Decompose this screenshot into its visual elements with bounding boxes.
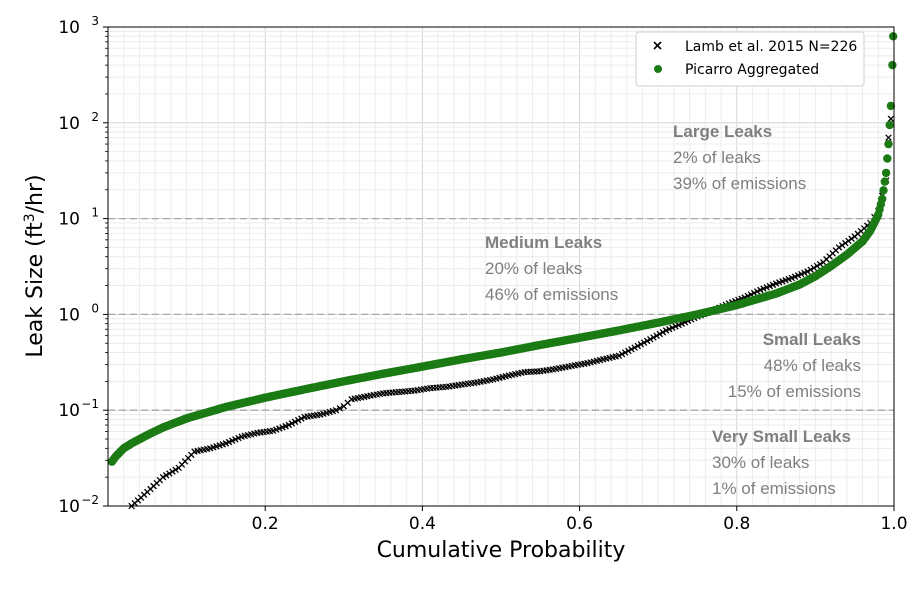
legend-box	[635, 31, 865, 87]
lamb-point	[169, 468, 176, 475]
svg-text:39% of emissions: 39% of emissions	[673, 174, 806, 193]
lamb-point	[659, 328, 667, 336]
lamb-point	[810, 264, 818, 272]
lamb-point	[162, 472, 170, 479]
svg-text:1% of emissions: 1% of emissions	[712, 479, 836, 498]
annotation-large-leaks: Large Leaks 2% of leaks 39% of emissions	[673, 122, 806, 193]
y-tick-exponent: 1	[91, 206, 99, 220]
lamb-point	[294, 416, 302, 424]
lamb-point	[159, 473, 167, 481]
lamb-point	[887, 115, 895, 123]
y-tick-label: 10	[58, 18, 80, 38]
lamb-point	[172, 466, 179, 473]
lamb-point	[166, 470, 173, 477]
lamb-point	[643, 337, 651, 345]
y-tick-exponent: −1	[81, 397, 99, 411]
svg-text:Very Small Leaks: Very Small Leaks	[712, 427, 851, 446]
svg-text:15% of emissions: 15% of emissions	[728, 382, 861, 401]
picarro-point	[883, 154, 892, 163]
svg-text:Medium Leaks: Medium Leaks	[485, 233, 602, 252]
picarro-point	[884, 139, 893, 149]
lamb-point	[640, 339, 648, 346]
y-tick-label: 10	[58, 210, 80, 230]
y-tick-label: 10	[58, 401, 80, 421]
picarro-point	[885, 120, 894, 130]
grid-lines	[108, 27, 894, 506]
y-tick-label: 10	[58, 305, 80, 325]
lamb-point	[615, 352, 623, 360]
lamb-point	[621, 349, 629, 356]
legend: Lamb et al. 2015 N=226 Picarro Aggregate…	[635, 31, 865, 87]
lamb-point	[813, 262, 821, 270]
threshold-lines	[108, 217, 894, 411]
svg-text:Small Leaks: Small Leaks	[763, 330, 861, 349]
lamb-point	[291, 418, 299, 426]
lamb-point	[653, 332, 660, 340]
lamb-point	[750, 289, 758, 297]
lamb-point	[835, 244, 843, 251]
picarro-point	[879, 186, 888, 195]
picarro-point	[880, 177, 889, 186]
picarro-point	[889, 32, 898, 41]
x-tick-label: 0.6	[566, 514, 593, 534]
lamb-point	[842, 239, 849, 247]
svg-text:48% of leaks: 48% of leaks	[764, 356, 861, 375]
lamb-point	[634, 342, 642, 350]
lamb-point	[625, 347, 632, 355]
lamb-point	[753, 288, 761, 295]
plot-frame	[107, 26, 895, 507]
lamb-point	[838, 241, 846, 249]
svg-text:2% of leaks: 2% of leaks	[673, 148, 761, 167]
picarro-point	[888, 60, 897, 70]
lamb-point	[845, 237, 852, 245]
y-tick-label: 10	[58, 497, 80, 517]
lamb-point	[618, 350, 626, 358]
y-axis-title: Leak Size (ft3/hr)	[22, 174, 48, 357]
lamb-point	[656, 330, 664, 338]
svg-text:30% of leaks: 30% of leaks	[712, 453, 809, 472]
lamb-point	[816, 260, 824, 268]
lamb-point	[288, 420, 296, 427]
legend-marker-picarro	[654, 65, 662, 73]
lamb-point	[628, 345, 635, 353]
lamb-point	[631, 344, 638, 351]
svg-text:Large Leaks: Large Leaks	[673, 122, 772, 141]
lamb-point	[804, 268, 811, 275]
annotation-medium-leaks: Medium Leaks 20% of leaks 46% of emissio…	[485, 233, 618, 304]
svg-text:46% of emissions: 46% of emissions	[485, 285, 618, 304]
y-tick-exponent: −2	[81, 493, 99, 507]
lamb-point	[332, 406, 340, 414]
picarro-point	[878, 194, 887, 204]
lamb-point	[848, 235, 855, 242]
lamb-point	[285, 421, 293, 429]
svg-text:20% of leaks: 20% of leaks	[485, 259, 582, 278]
lamb-point	[650, 334, 657, 341]
y-tick-exponent: 0	[91, 301, 99, 315]
x-tick-label: 1.0	[880, 514, 907, 534]
y-tick-label: 10	[58, 114, 80, 134]
legend-label-picarro: Picarro Aggregated	[685, 62, 819, 78]
x-tick-label: 0.8	[723, 514, 750, 534]
series-picarro-markers	[107, 32, 898, 466]
y-tick-exponent: 2	[91, 110, 99, 124]
picarro-point	[881, 168, 891, 178]
lamb-point	[647, 336, 654, 343]
annotation-small-leaks: Small Leaks 48% of leaks 15% of emission…	[728, 330, 861, 401]
x-tick-label: 0.2	[252, 514, 279, 534]
legend-label-lamb: Lamb et al. 2015 N=226	[685, 39, 857, 55]
lamb-point	[298, 415, 305, 422]
y-tick-exponent: 3	[91, 14, 99, 28]
legend-marker-lamb	[653, 41, 662, 50]
lamb-point	[807, 266, 814, 273]
lamb-point	[885, 134, 892, 141]
x-tick-label: 0.4	[409, 514, 436, 534]
x-axis-ticks: 0.2 0.4 0.6 0.8 1.0	[252, 506, 908, 534]
picarro-point	[886, 101, 896, 111]
annotation-very-small-leaks: Very Small Leaks 30% of leaks 1% of emis…	[712, 427, 851, 498]
x-axis-title: Cumulative Probability	[377, 538, 626, 563]
lamb-point	[637, 341, 645, 348]
lamb-point	[336, 404, 344, 412]
